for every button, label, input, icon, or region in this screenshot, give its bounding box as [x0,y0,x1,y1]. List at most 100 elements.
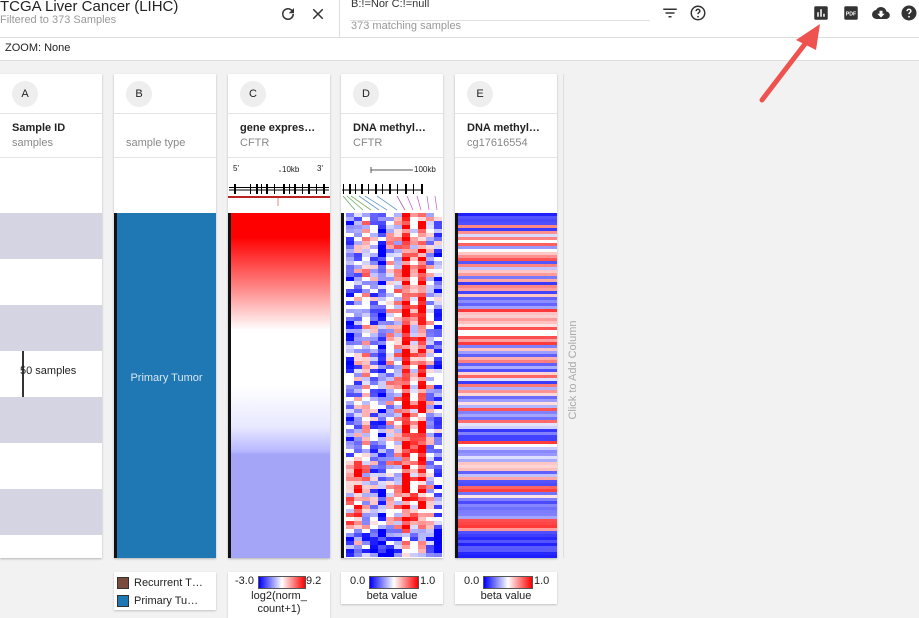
heat-cell [434,245,442,249]
help-icon[interactable] [689,4,707,22]
heat-cell [354,369,362,373]
column-c-title[interactable]: gene expres… [240,122,316,134]
heat-cell [394,429,402,433]
heat-cell [354,269,362,273]
heat-cell [362,517,370,521]
heat-row [458,264,557,267]
heat-cell [402,545,410,549]
column-a[interactable]: A Sample ID samples 50 samples [0,74,102,558]
sample-id-bands[interactable]: 50 samples [0,213,102,558]
heat-cell [402,321,410,325]
heat-cell [434,513,442,517]
heat-cell [434,361,442,365]
heat-cell [362,429,370,433]
column-a-title[interactable]: Sample ID [12,122,66,134]
heat-cell [378,493,386,497]
heat-cell [402,485,410,489]
expression-colorbar [258,576,306,589]
heat-cell [354,277,362,281]
heat-cell [370,397,378,401]
sample-band [0,489,102,535]
zoom-label: ZOOM: None [5,42,71,54]
heat-cell [434,385,442,389]
column-e[interactable]: E DNA methyl… cg17616554 [455,74,557,558]
heat-cell [418,257,426,261]
refresh-icon[interactable] [279,5,297,23]
column-d-badge[interactable]: D [353,81,379,107]
heat-cell [370,365,378,369]
column-e-badge[interactable]: E [467,81,493,107]
methylation-heatmap-d[interactable] [341,213,443,558]
heat-cell [418,241,426,245]
heat-cell [370,293,378,297]
heat-cell [386,281,394,285]
heat-cell [402,285,410,289]
heat-cell [378,305,386,309]
heat-cell [394,265,402,269]
column-b-badge[interactable]: B [126,81,152,107]
heat-cell [426,245,434,249]
heat-cell [346,537,354,541]
heat-cell [378,469,386,473]
heat-cell [354,349,362,353]
cloud-download-icon[interactable] [871,4,891,22]
heat-cell [378,369,386,373]
legend-item: Primary Tu… [117,595,198,608]
heat-cell [426,345,434,349]
heat-row [458,354,557,357]
heat-cell [394,485,402,489]
heat-cell [354,397,362,401]
heat-cell [418,529,426,533]
column-a-badge[interactable]: A [12,81,38,107]
heat-row [458,237,557,240]
heat-cell [386,293,394,297]
search-input[interactable]: B:!=Nor C:!=null [351,0,430,10]
heat-cell [434,265,442,269]
heat-row [458,321,557,324]
column-c-badge[interactable]: C [240,81,266,107]
heat-cell [426,265,434,269]
heat-cell [394,237,402,241]
heat-cell [354,257,362,261]
methylation-heatmap-e[interactable] [455,213,557,558]
add-column-button[interactable]: Click to Add Column [563,74,579,558]
heat-cell [426,401,434,405]
heat-cell [434,329,442,333]
methylation-e-max: 1.0 [534,575,550,587]
heat-cell [402,269,410,273]
heat-cell [346,473,354,477]
heat-cell [370,273,378,277]
heat-cell [418,213,426,217]
pdf-icon[interactable]: PDF [842,4,860,22]
column-e-title[interactable]: DNA methyl… [467,122,540,134]
heat-cell [378,433,386,437]
three-prime-label: 3' [317,164,323,173]
heat-cell [378,281,386,285]
heat-cell [378,333,386,337]
chart-view-icon[interactable] [812,4,830,22]
help-circle-icon[interactable] [900,4,918,22]
close-icon[interactable] [309,5,327,23]
heat-cell [370,417,378,421]
heat-row [458,405,557,408]
column-d[interactable]: D DNA methyl… CFTR 100kb [341,74,443,558]
heat-cell [418,433,426,437]
heat-cell [346,277,354,281]
sample-type-bar[interactable]: Primary Tumor [114,213,216,558]
heat-cell [402,337,410,341]
heat-cell [418,505,426,509]
heat-cell [386,497,394,501]
heat-cell [394,305,402,309]
heat-cell [378,553,386,557]
sample-type-legend: Recurrent T… Primary Tu… [114,572,216,610]
column-d-title[interactable]: DNA methyl… [353,122,426,134]
heat-row [458,462,557,465]
column-c[interactable]: C gene expres… CFTR 5' 3' 10kb [228,74,330,558]
gene-expression-heatmap[interactable] [228,213,330,558]
heat-row [458,480,557,483]
heat-cell [394,329,402,333]
column-b[interactable]: B sample type Primary Tumor [114,74,216,558]
heat-cell [402,445,410,449]
heat-cell [354,325,362,329]
filter-icon[interactable] [661,4,679,22]
